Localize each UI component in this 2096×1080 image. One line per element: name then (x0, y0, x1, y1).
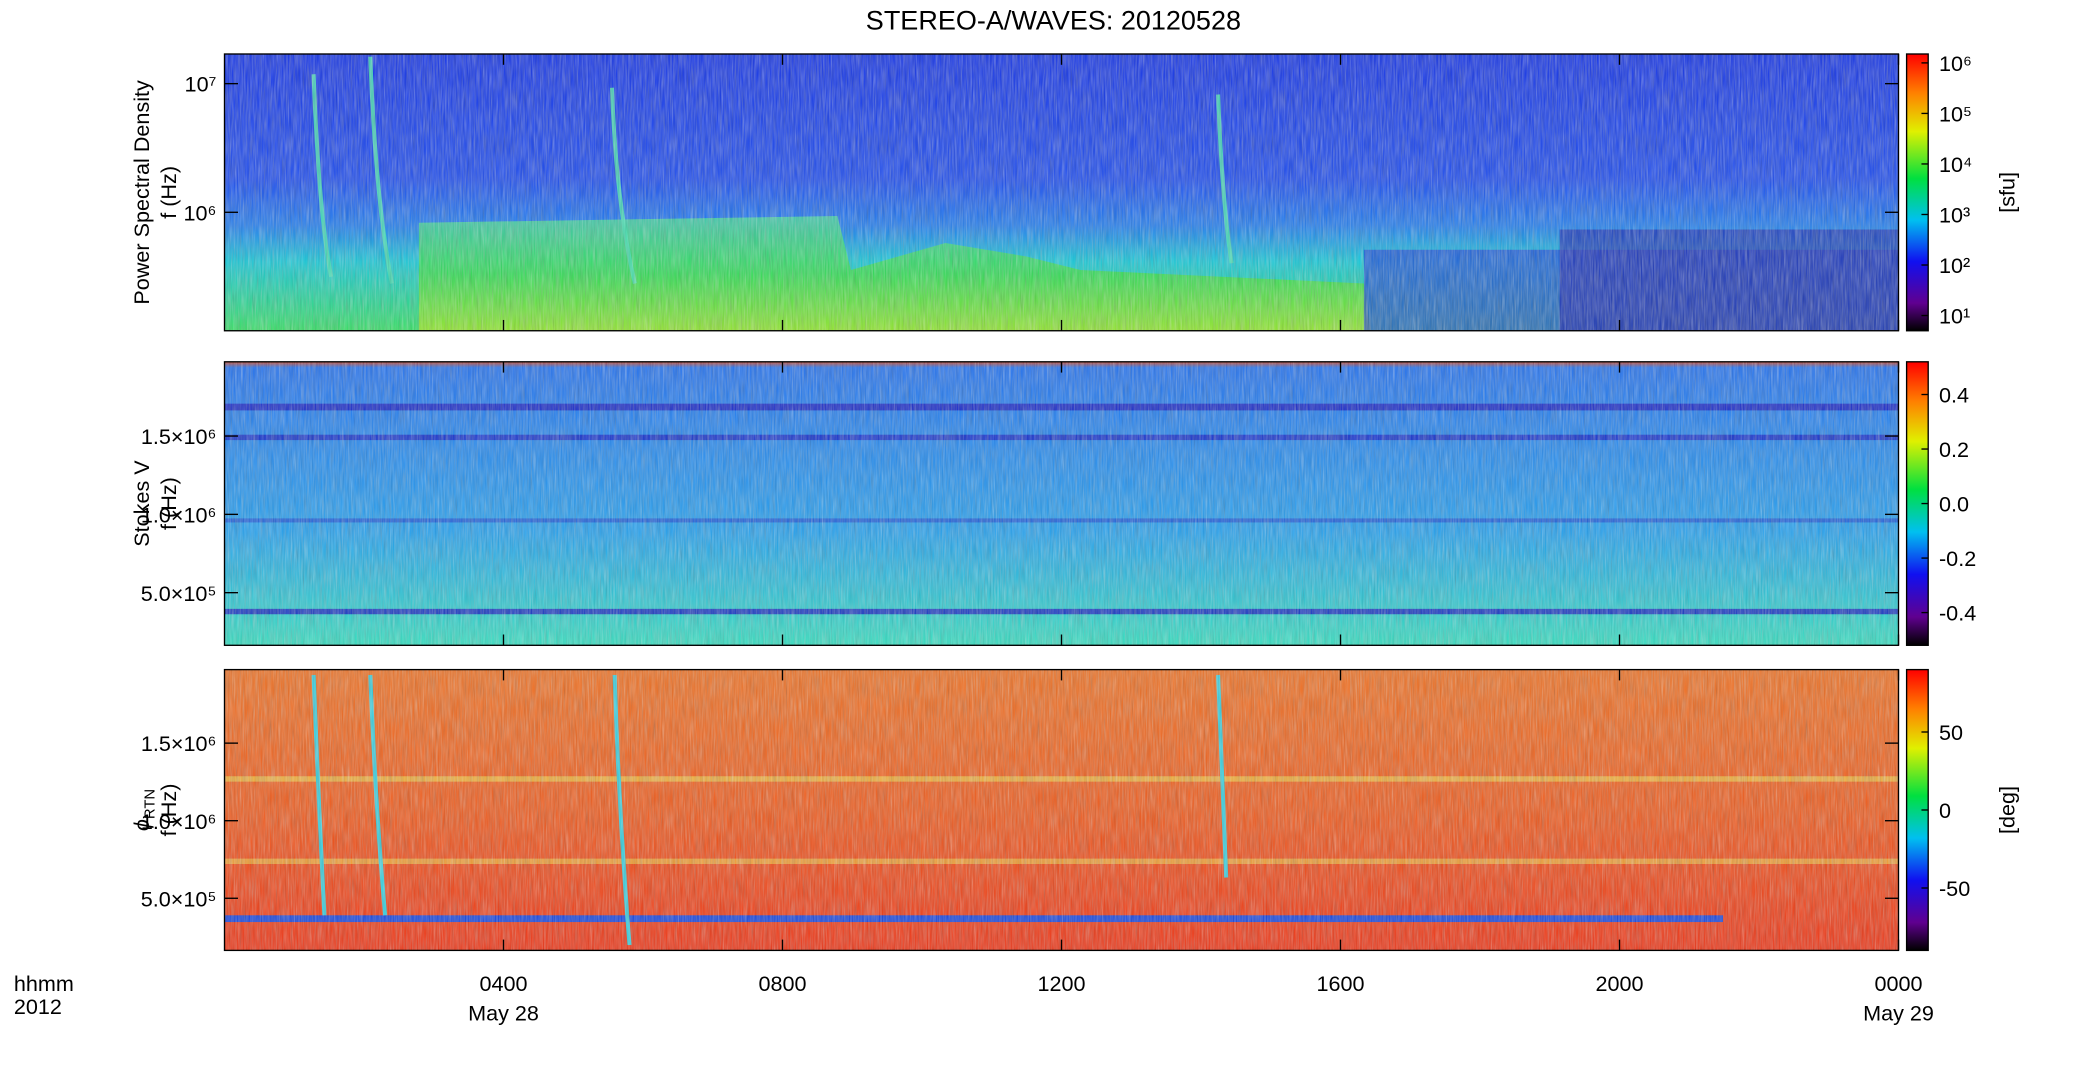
x-date-label: May 28 (468, 1001, 539, 1026)
colorbar-tick-label: -0.4 (1939, 601, 1976, 626)
colorbar-tick-label: -50 (1939, 876, 1970, 901)
colorbar-label: [deg] (1995, 786, 2020, 834)
x-tick-label: 1600 (1316, 971, 1364, 996)
y-tick-label: 10⁶ (183, 200, 216, 225)
y-tick-label: 1.0×10⁶ (141, 809, 217, 834)
y-axis-label: ϕRTN (129, 789, 158, 831)
y-tick-label: 10⁷ (185, 72, 217, 97)
spectrogram-image (224, 669, 1899, 951)
colorbar (1905, 53, 1929, 332)
x-tick-label: 2000 (1595, 971, 1643, 996)
y-tick-label: 1.5×10⁶ (141, 424, 217, 449)
colorbar-tick-label: 0 (1939, 798, 1951, 823)
colorbar-label: [sfu] (1995, 172, 2020, 213)
x-tick-label: 0000 (1874, 971, 1922, 996)
colorbar-tick-label: 10¹ (1939, 304, 1970, 329)
y-tick-label: 5.0×10⁵ (141, 581, 217, 606)
colorbar-tick-label: 10⁶ (1939, 51, 1972, 76)
x-tick-label: 1200 (1037, 971, 1085, 996)
x-unit-label: hhmm (14, 971, 74, 996)
y-axis-label: Power Spectral Density (129, 80, 154, 305)
colorbar-tick-label: 10³ (1939, 203, 1970, 228)
y-axis-label: Stokes V (129, 460, 154, 547)
y-axis-label-symbol: ϕ (129, 819, 154, 831)
colorbar-tick-label: 0.4 (1939, 383, 1969, 408)
colorbar-tick-label: 0.2 (1939, 437, 1969, 462)
spectrogram-image (224, 54, 1899, 331)
y-tick-label: 1.5×10⁶ (141, 731, 217, 756)
y-tick-label: 1.0×10⁶ (141, 502, 217, 527)
y-axis-label: f (Hz) (156, 784, 181, 837)
colorbar-tick-label: 10² (1939, 253, 1970, 278)
colorbar-tick-label: 10⁴ (1939, 152, 1972, 177)
page-title: STEREO-A/WAVES: 20120528 (866, 6, 1241, 36)
x-date-label: May 29 (1863, 1001, 1934, 1026)
colorbar-tick-label: 50 (1939, 720, 1963, 745)
x-tick-label: 0800 (758, 971, 806, 996)
y-axis-label: f (Hz) (156, 166, 181, 219)
x-unit-label: 2012 (14, 994, 62, 1019)
colorbar-tick-label: -0.2 (1939, 546, 1976, 571)
colorbar-tick-label: 0.0 (1939, 492, 1969, 517)
y-tick-label: 5.0×10⁵ (141, 886, 217, 911)
spectrogram-image (224, 361, 1899, 646)
x-tick-label: 0400 (479, 971, 527, 996)
y-axis-label-subscript: RTN (142, 789, 158, 819)
y-axis-label: f (Hz) (156, 477, 181, 530)
colorbar-tick-label: 10⁵ (1939, 102, 1972, 127)
